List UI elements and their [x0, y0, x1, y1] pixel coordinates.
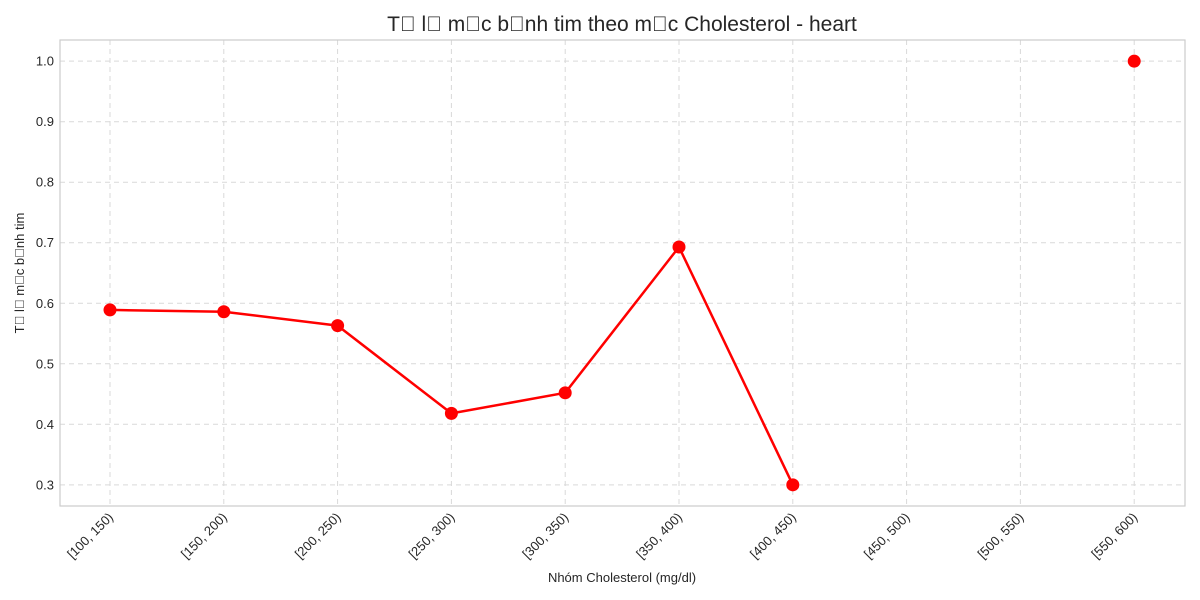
x-tick-label: [350, 400): [633, 510, 685, 562]
data-point: [217, 305, 231, 319]
y-tick-label: 0.9: [36, 114, 54, 129]
x-tick-label: [500, 550): [975, 510, 1027, 562]
y-tick-label: 0.8: [36, 175, 54, 190]
y-tick-label: 0.3: [36, 477, 54, 492]
x-tick-label: [150, 200): [178, 510, 230, 562]
x-tick-label: [300, 350): [519, 510, 571, 562]
grid: [60, 40, 1185, 506]
data-point: [672, 240, 686, 254]
data-point: [103, 303, 117, 317]
y-tick-label: 0.5: [36, 356, 54, 371]
y-tick-label: 1.0: [36, 54, 54, 69]
data-point: [331, 319, 345, 333]
y-tick-label: 0.7: [36, 235, 54, 250]
data-point: [558, 386, 572, 400]
x-tick-label: [100, 150): [64, 510, 116, 562]
y-axis-label: T  l  m c b nh tim: [12, 213, 27, 334]
data-point: [444, 406, 458, 420]
y-tick-labels: 0.3 0.4 0.5 0.6 0.7 0.8 0.9 1.0: [36, 54, 54, 493]
x-tick-label: [200, 250): [292, 510, 344, 562]
x-axis-label: Nhóm Cholesterol (mg/dl): [548, 570, 696, 585]
chart-title: T  l  m c b nh tim theo m c Cholesterol …: [387, 13, 857, 36]
x-tick-label: [250, 300): [406, 510, 458, 562]
x-tick-label: [550, 600): [1088, 510, 1140, 562]
series-layer: [103, 54, 1141, 492]
y-tick-label: 0.4: [36, 417, 54, 432]
data-point: [1127, 54, 1141, 68]
plot-frame: [59, 39, 1186, 507]
data-point: [786, 478, 800, 492]
x-tick-label: [450, 500): [861, 510, 913, 562]
x-tick-labels: [100, 150) [150, 200) [200, 250) [250, 300)…: [64, 510, 1140, 562]
y-tick-label: 0.6: [36, 296, 54, 311]
x-tick-label: [400, 450): [747, 510, 799, 562]
